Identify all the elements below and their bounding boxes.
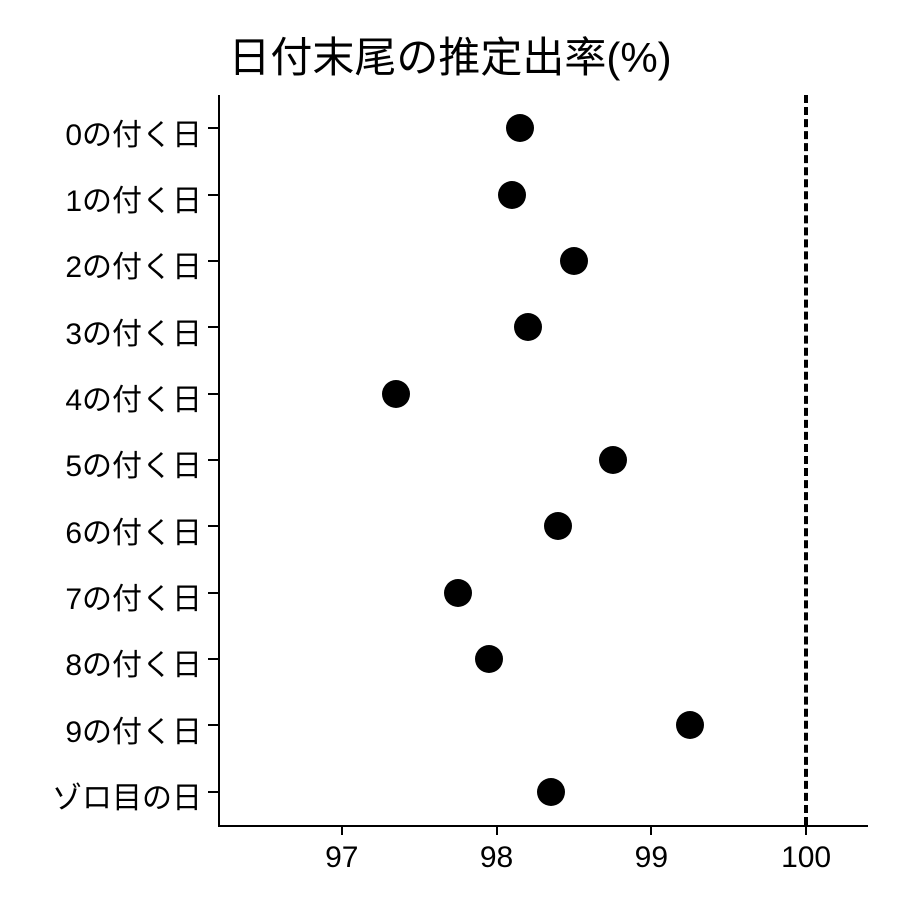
y-tick bbox=[208, 326, 218, 328]
data-point bbox=[560, 247, 588, 275]
y-tick bbox=[208, 791, 218, 793]
x-axis-line bbox=[218, 825, 868, 827]
data-point bbox=[537, 778, 565, 806]
data-point bbox=[599, 446, 627, 474]
y-tick-label: 2の付く日 bbox=[65, 242, 202, 286]
y-axis-line bbox=[218, 95, 220, 825]
y-tick bbox=[208, 724, 218, 726]
y-tick-label: ゾロ目の日 bbox=[52, 773, 202, 817]
x-tick-label: 99 bbox=[611, 841, 691, 875]
x-tick bbox=[805, 825, 807, 835]
y-tick bbox=[208, 592, 218, 594]
data-point bbox=[514, 313, 542, 341]
data-point bbox=[382, 380, 410, 408]
y-tick-label: 1の付く日 bbox=[65, 176, 202, 220]
reference-line bbox=[804, 95, 808, 825]
y-tick bbox=[208, 127, 218, 129]
data-point bbox=[676, 711, 704, 739]
y-tick-label: 9の付く日 bbox=[65, 707, 202, 751]
y-tick bbox=[208, 658, 218, 660]
x-tick bbox=[496, 825, 498, 835]
y-tick-label: 3の付く日 bbox=[65, 309, 202, 353]
x-tick-label: 97 bbox=[302, 841, 382, 875]
data-point bbox=[475, 645, 503, 673]
y-tick-label: 0の付く日 bbox=[65, 110, 202, 154]
plot-area: 0の付く日1の付く日2の付く日3の付く日4の付く日5の付く日6の付く日7の付く日… bbox=[218, 95, 868, 825]
x-tick-label: 98 bbox=[457, 841, 537, 875]
data-point bbox=[444, 579, 472, 607]
y-tick-label: 5の付く日 bbox=[65, 441, 202, 485]
chart-root: 日付末尾の推定出率(%) 0の付く日1の付く日2の付く日3の付く日4の付く日5の… bbox=[0, 0, 900, 900]
x-tick-label: 100 bbox=[766, 841, 846, 875]
chart-title: 日付末尾の推定出率(%) bbox=[0, 24, 900, 85]
y-tick bbox=[208, 260, 218, 262]
data-point bbox=[506, 114, 534, 142]
data-point bbox=[544, 512, 572, 540]
x-tick bbox=[341, 825, 343, 835]
x-tick bbox=[650, 825, 652, 835]
y-tick bbox=[208, 194, 218, 196]
y-tick bbox=[208, 459, 218, 461]
y-tick-label: 6の付く日 bbox=[65, 508, 202, 552]
data-point bbox=[498, 181, 526, 209]
y-tick-label: 8の付く日 bbox=[65, 640, 202, 684]
y-tick-label: 7の付く日 bbox=[65, 574, 202, 618]
y-tick bbox=[208, 393, 218, 395]
y-tick bbox=[208, 525, 218, 527]
y-tick-label: 4の付く日 bbox=[65, 375, 202, 419]
